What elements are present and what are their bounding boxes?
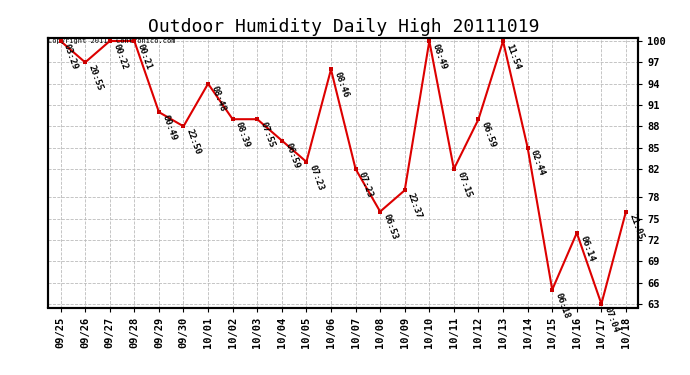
Text: Copyright 2011  Contronico.com: Copyright 2011 Contronico.com [48, 38, 176, 44]
Text: 06:53: 06:53 [382, 213, 400, 241]
Text: 07:23: 07:23 [308, 163, 326, 192]
Text: 07:55: 07:55 [259, 121, 276, 149]
Text: 07:23: 07:23 [357, 170, 375, 199]
Text: 11:54: 11:54 [504, 42, 522, 71]
Text: 07:15: 07:15 [455, 170, 473, 199]
Text: 03:29: 03:29 [62, 42, 79, 71]
Text: 08:49: 08:49 [431, 42, 448, 71]
Text: 20:55: 20:55 [86, 64, 104, 92]
Text: 06:18: 06:18 [553, 291, 571, 320]
Text: 00:21: 00:21 [136, 42, 153, 71]
Text: 22:37: 22:37 [406, 192, 424, 220]
Text: 22:50: 22:50 [185, 128, 203, 156]
Text: 00:22: 00:22 [111, 42, 129, 71]
Text: 06:59: 06:59 [283, 142, 301, 170]
Text: 08:39: 08:39 [234, 121, 252, 149]
Text: 06:14: 06:14 [578, 234, 596, 262]
Text: 06:59: 06:59 [480, 121, 497, 149]
Text: 00:49: 00:49 [160, 114, 178, 142]
Title: Outdoor Humidity Daily High 20111019: Outdoor Humidity Daily High 20111019 [148, 18, 539, 36]
Text: 21:05: 21:05 [627, 213, 645, 241]
Text: 08:46: 08:46 [333, 71, 350, 99]
Text: 07:04: 07:04 [603, 305, 620, 334]
Text: 08:48: 08:48 [210, 85, 227, 113]
Text: 02:44: 02:44 [529, 149, 546, 177]
